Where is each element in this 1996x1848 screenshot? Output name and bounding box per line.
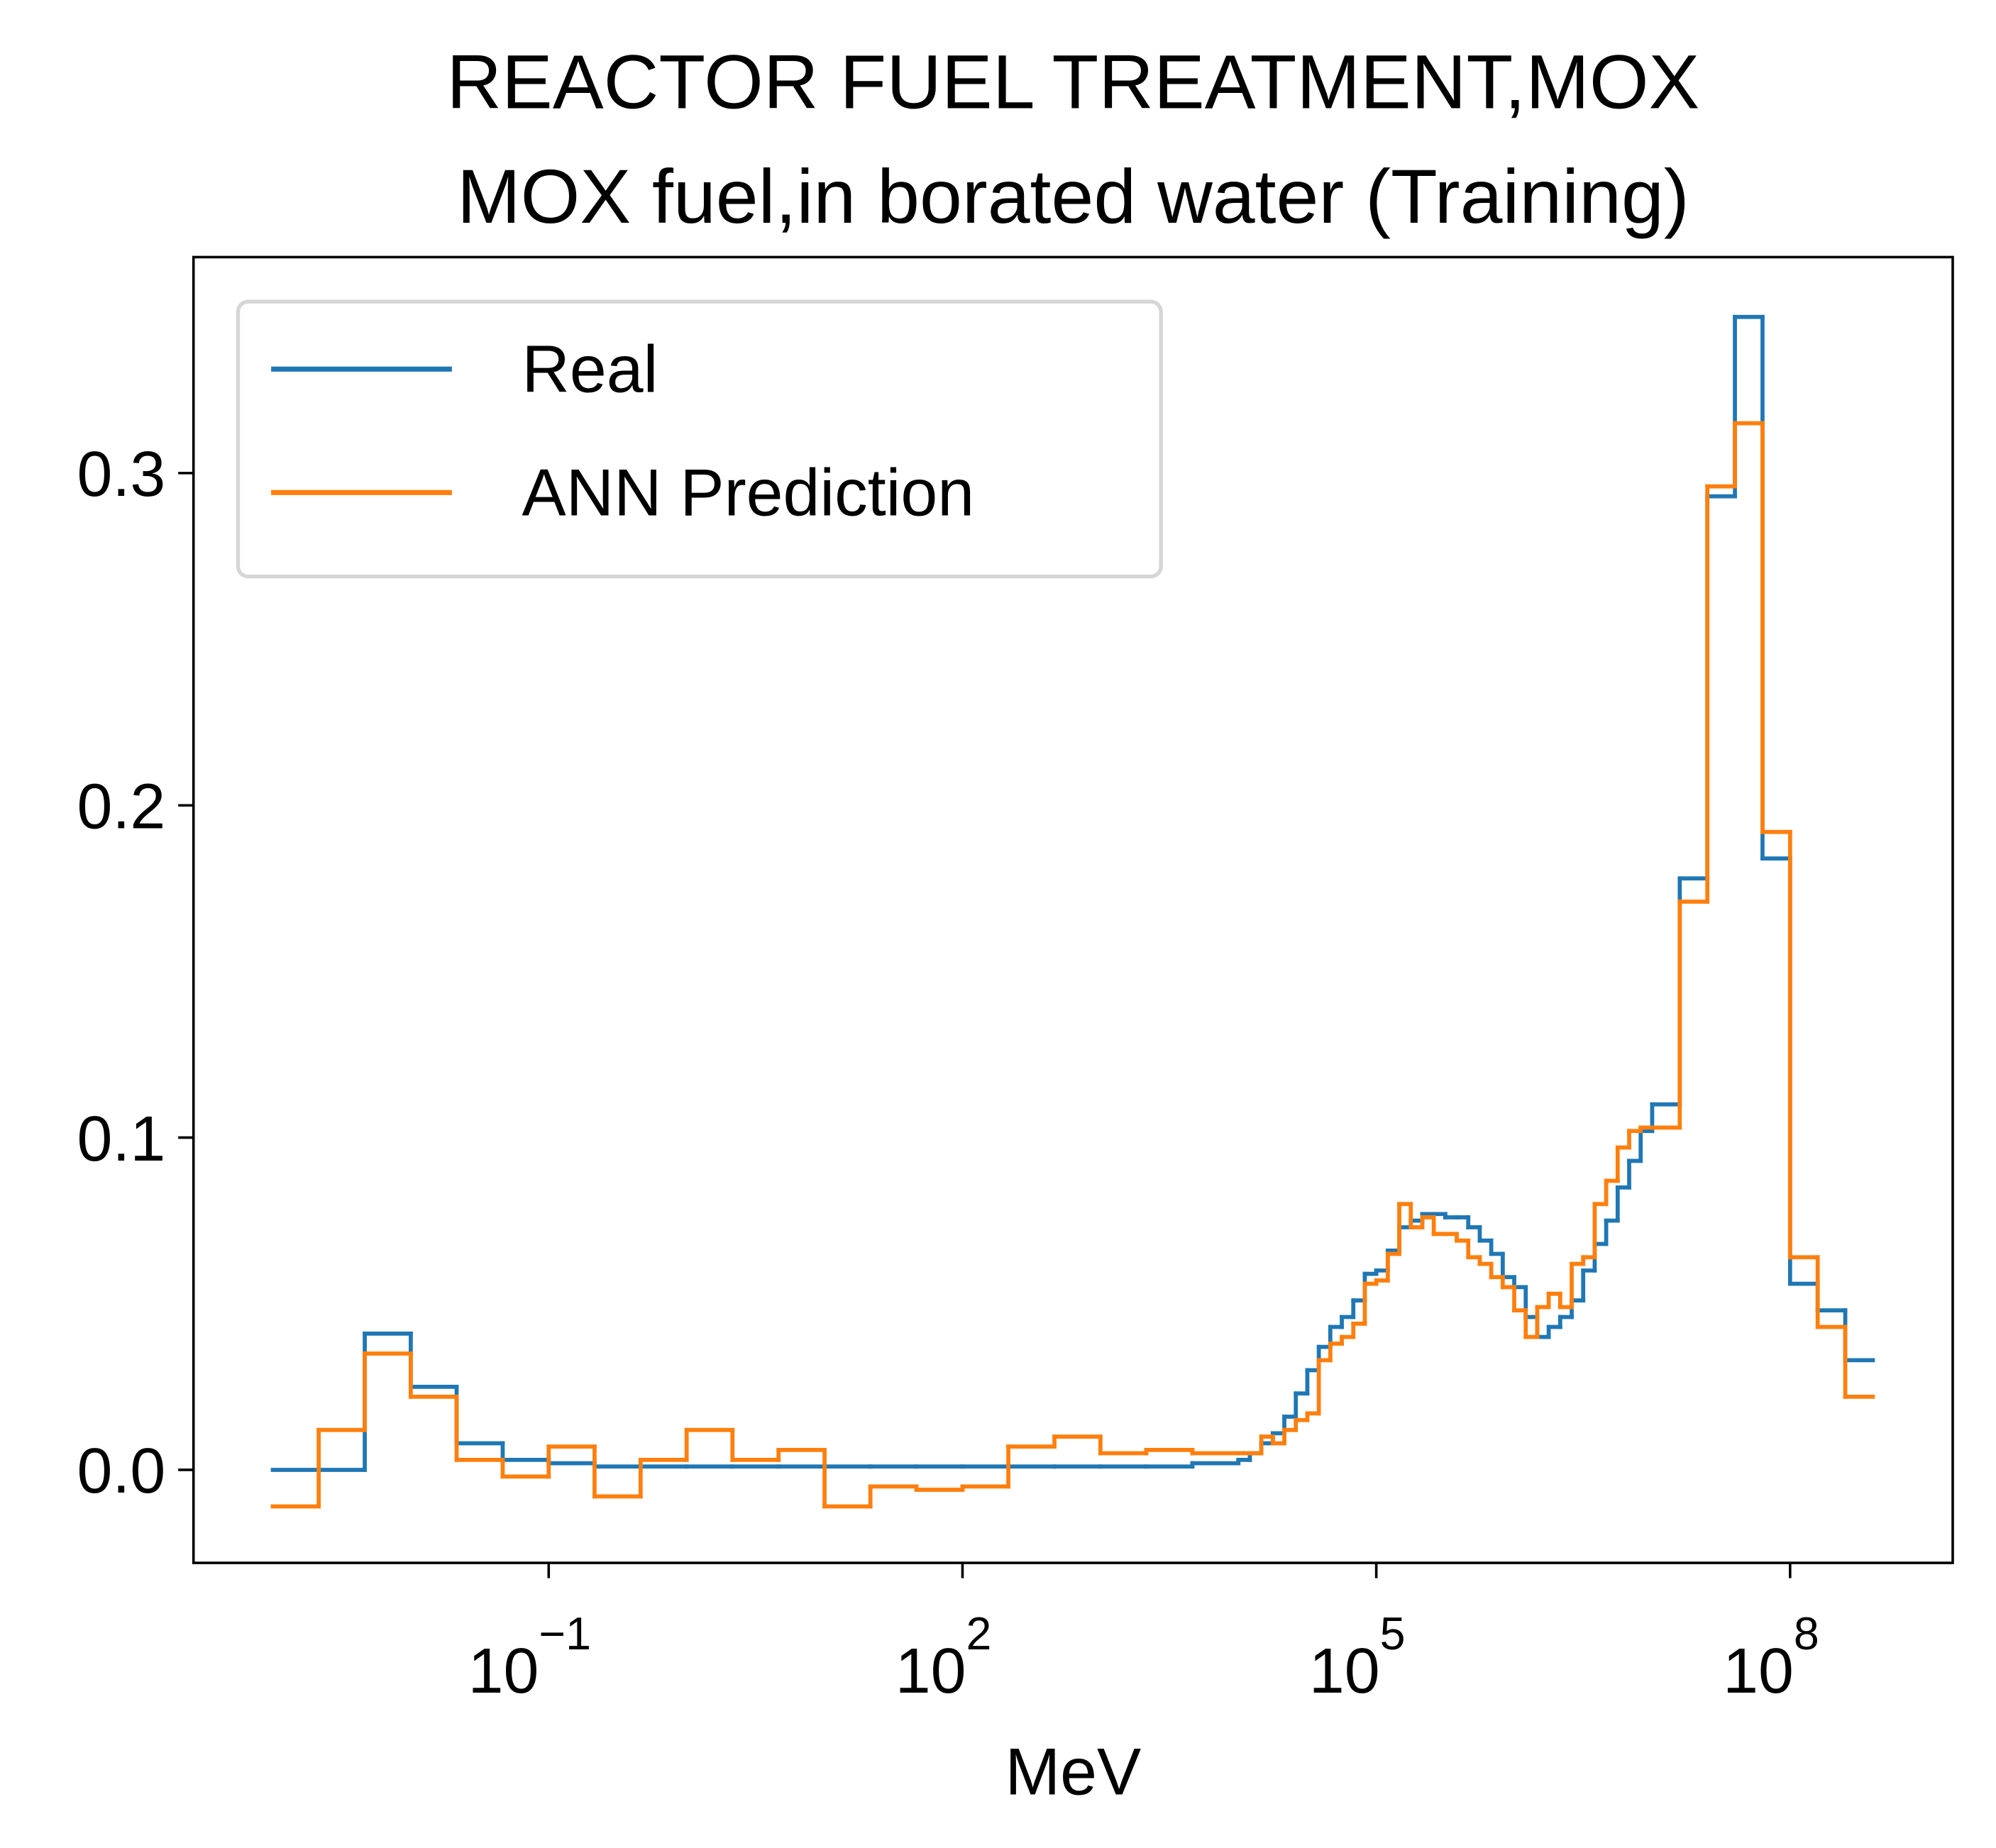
y-tick-label: 0.2 (77, 772, 166, 843)
legend-box (236, 299, 1163, 579)
y-tick-label: 0.3 (77, 439, 166, 510)
x-axis-label: MeV (1005, 1735, 1141, 1809)
x-tick-label: 105 (1309, 1608, 1406, 1707)
x-tick-label: 108 (1723, 1608, 1819, 1707)
y-tick-label: 0.0 (77, 1436, 166, 1507)
series (270, 421, 1875, 1509)
chart-title: MOX fuel,in borated water (Training) (457, 154, 1689, 239)
y-tick-label: 0.1 (77, 1104, 166, 1175)
legend-label: ANN Prediction (522, 456, 975, 530)
x-tick-label: 10−1 (468, 1608, 591, 1707)
legend-label: Real (522, 333, 658, 406)
plot-frame (192, 255, 1954, 1564)
chart-title: REACTOR FUEL TREATMENT,MOX (446, 40, 1699, 125)
x-tick-label: 102 (895, 1608, 992, 1707)
